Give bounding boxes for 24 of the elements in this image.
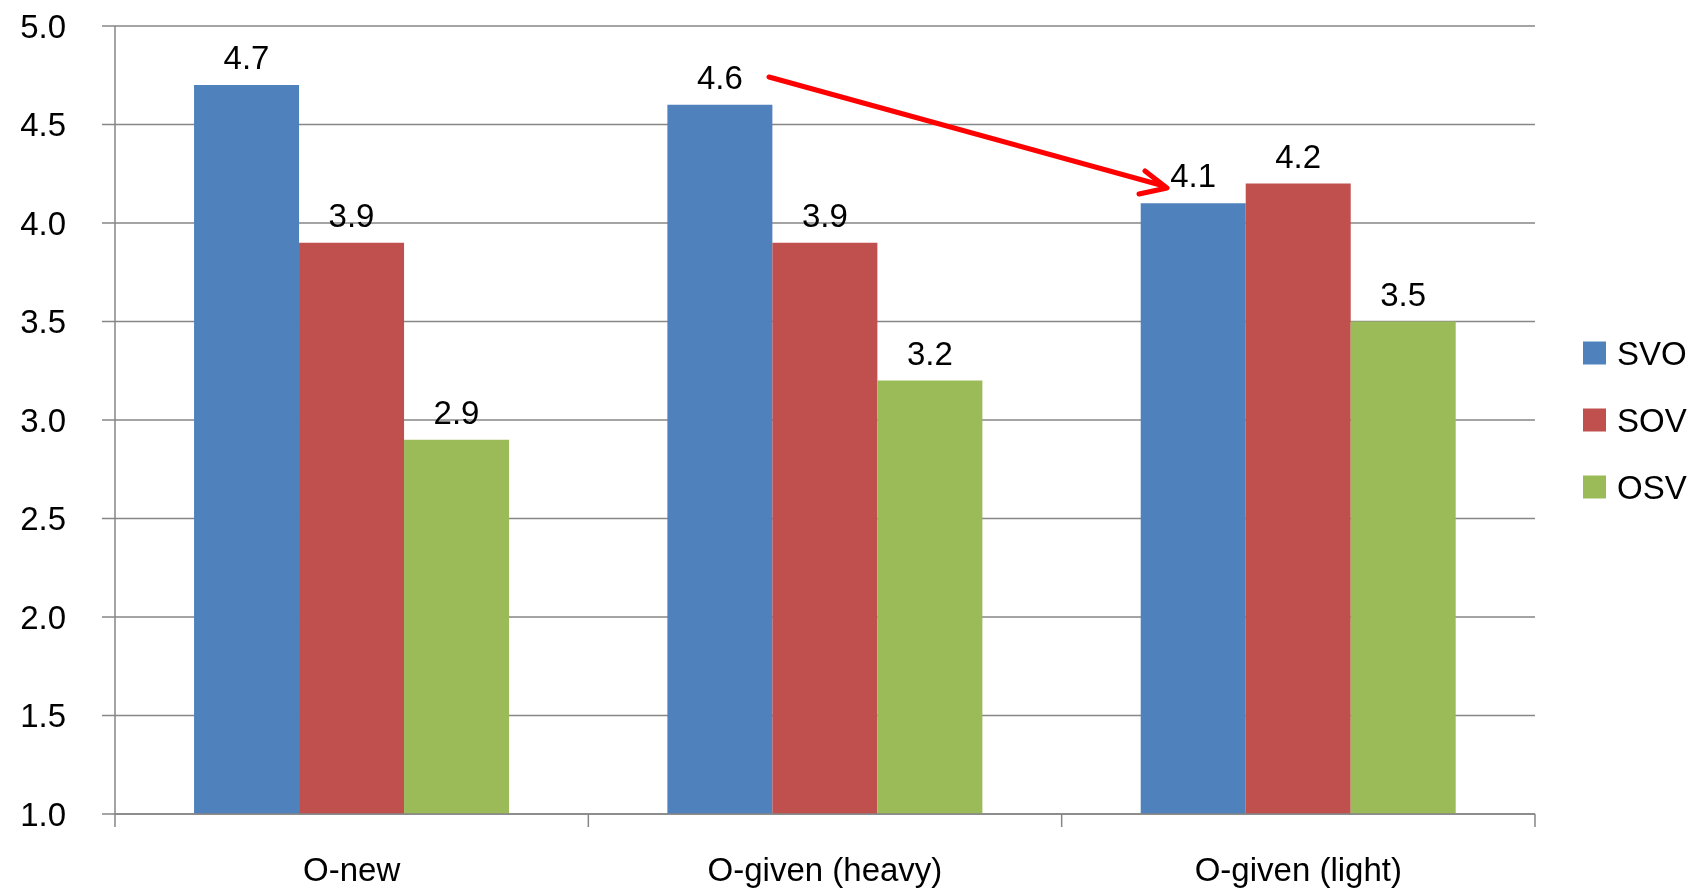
y-tick-label: 4.0: [20, 204, 66, 242]
x-tick-label: O-given (heavy): [707, 851, 943, 888]
x-tick-label: O-new: [303, 851, 401, 888]
data-label: 2.9: [433, 393, 480, 431]
data-label: 3.9: [801, 196, 848, 234]
legend-label: OSV: [1617, 467, 1687, 507]
data-label: 4.7: [223, 39, 270, 77]
legend-label: SVO: [1617, 333, 1687, 373]
y-tick-label: 1.0: [20, 795, 66, 833]
data-label: 4.1: [1170, 157, 1217, 195]
y-tick-label: 2.5: [20, 500, 66, 538]
data-label: 3.5: [1380, 275, 1427, 313]
y-tick-label: 3.5: [20, 303, 66, 341]
y-tick-label: 2.0: [20, 598, 66, 636]
data-label: 4.2: [1275, 137, 1322, 175]
y-tick-label: 5.0: [20, 7, 66, 45]
y-tick-label: 3.0: [20, 401, 66, 439]
y-tick-label: 1.5: [20, 697, 66, 735]
data-label: 4.6: [696, 58, 743, 96]
data-label: 3.2: [906, 334, 953, 372]
y-tick-label: 4.5: [20, 106, 66, 144]
x-tick-label: O-given (light): [1194, 851, 1402, 888]
data-label: 3.9: [328, 196, 375, 234]
legend-label: SOV: [1617, 400, 1687, 440]
